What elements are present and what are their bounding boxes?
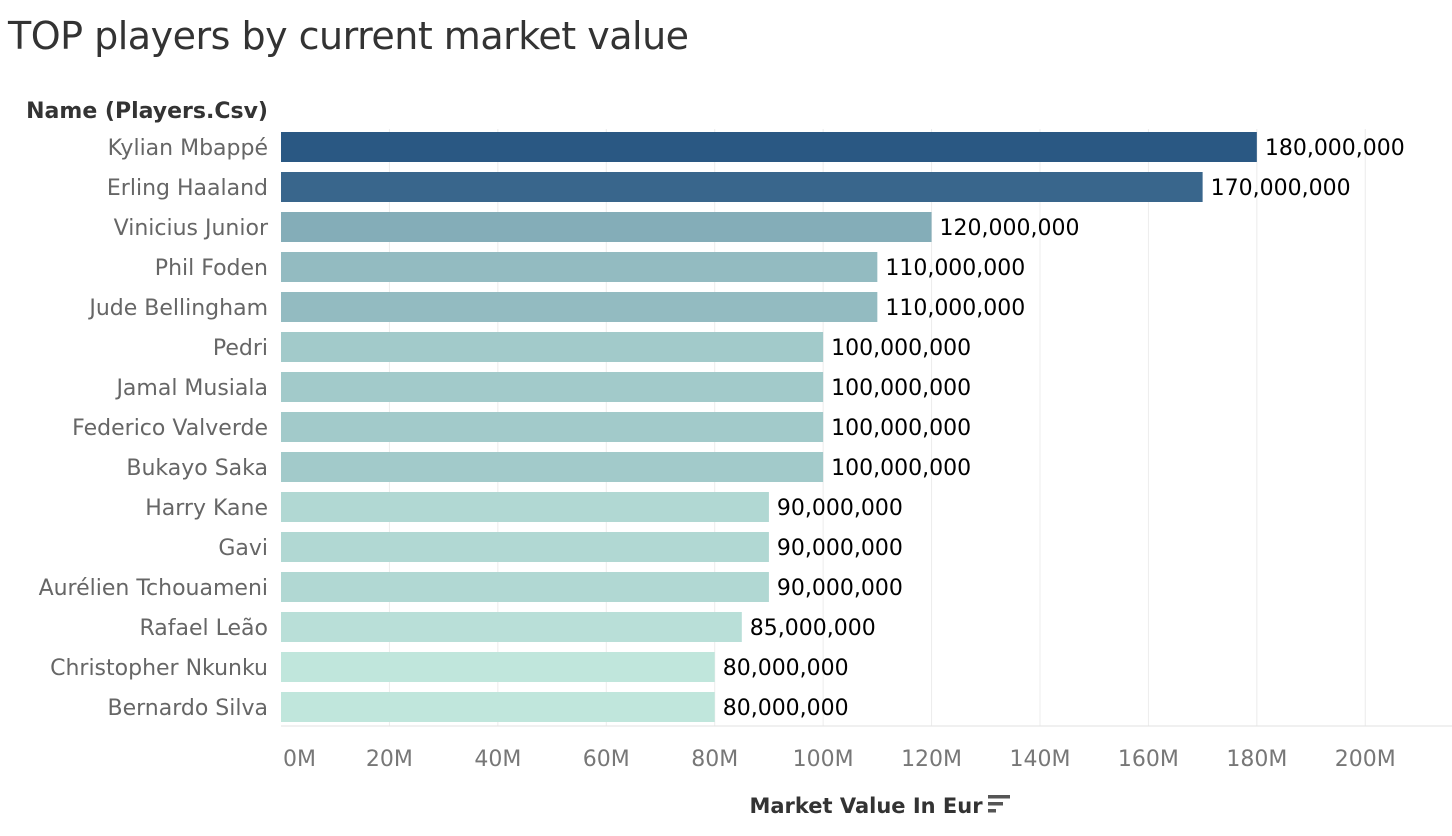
category-label: Bernardo Silva <box>108 696 268 721</box>
bar[interactable] <box>281 692 715 722</box>
sort-descending-icon[interactable] <box>988 795 1010 813</box>
bar[interactable] <box>281 372 824 402</box>
value-label: 100,000,000 <box>831 336 971 361</box>
value-label: 90,000,000 <box>777 576 903 601</box>
x-axis-title: Market Value In Eur <box>749 794 983 818</box>
x-tick-label: 180M <box>1226 747 1287 772</box>
category-label: Gavi <box>218 536 268 561</box>
value-label: 100,000,000 <box>831 376 971 401</box>
row-header: Name (Players.Csv) <box>26 99 268 124</box>
x-tick-label: 20M <box>366 747 413 772</box>
category-label: Harry Kane <box>145 496 268 521</box>
bar[interactable] <box>281 292 878 322</box>
value-label: 85,000,000 <box>750 616 876 641</box>
x-tick-label: 80M <box>691 747 738 772</box>
bar[interactable] <box>281 652 715 682</box>
value-label: 90,000,000 <box>777 496 903 521</box>
x-tick-label: 160M <box>1118 747 1179 772</box>
value-label: 100,000,000 <box>831 456 971 481</box>
bar[interactable] <box>281 412 824 442</box>
x-tick-label: 120M <box>901 747 962 772</box>
value-label: 80,000,000 <box>723 696 849 721</box>
category-label: Christopher Nkunku <box>50 656 268 681</box>
value-label: 80,000,000 <box>723 656 849 681</box>
bar[interactable] <box>281 532 769 562</box>
x-tick-label: 200M <box>1335 747 1396 772</box>
value-label: 90,000,000 <box>777 536 903 561</box>
chart-title: TOP players by current market value <box>8 14 689 58</box>
category-label: Vinicius Junior <box>114 216 269 241</box>
bars <box>281 132 1257 722</box>
bar[interactable] <box>281 612 742 642</box>
x-tick-label: 40M <box>474 747 521 772</box>
x-tick-label: 0M <box>283 747 316 772</box>
category-label: Rafael Leão <box>140 616 269 641</box>
category-label: Kylian Mbappé <box>108 136 268 161</box>
value-label: 170,000,000 <box>1211 176 1351 201</box>
bar[interactable] <box>281 452 824 482</box>
category-label: Bukayo Saka <box>126 456 268 481</box>
value-label: 110,000,000 <box>885 256 1025 281</box>
bar[interactable] <box>281 212 932 242</box>
category-label: Phil Foden <box>155 256 268 281</box>
bar[interactable] <box>281 252 878 282</box>
x-tick-label: 100M <box>793 747 854 772</box>
category-label: Federico Valverde <box>72 416 268 441</box>
category-label: Aurélien Tchouameni <box>39 576 268 601</box>
bar[interactable] <box>281 332 824 362</box>
value-label: 110,000,000 <box>885 296 1025 321</box>
category-label: Erling Haaland <box>107 176 268 201</box>
category-label: Jamal Musiala <box>114 376 268 401</box>
bar[interactable] <box>281 492 769 522</box>
bar[interactable] <box>281 172 1203 202</box>
value-label: 100,000,000 <box>831 416 971 441</box>
category-label: Jude Bellingham <box>87 296 268 321</box>
category-labels: Kylian Mbappé Erling Haaland Vinicius Juni… <box>39 136 269 721</box>
bar[interactable] <box>281 572 769 602</box>
x-tick-label: 140M <box>1009 747 1070 772</box>
value-label: 180,000,000 <box>1265 136 1405 161</box>
value-labels: 180,000,000 170,000,000 120,000,000 110,000… <box>723 136 1405 721</box>
bar[interactable] <box>281 132 1257 162</box>
category-label: Pedri <box>213 336 268 361</box>
value-label: 120,000,000 <box>940 216 1080 241</box>
x-tick-label: 60M <box>583 747 630 772</box>
x-tick-labels: 0M 20M 40M 60M 80M 100M 120M 140M 160M 180M 200M <box>283 747 1396 772</box>
